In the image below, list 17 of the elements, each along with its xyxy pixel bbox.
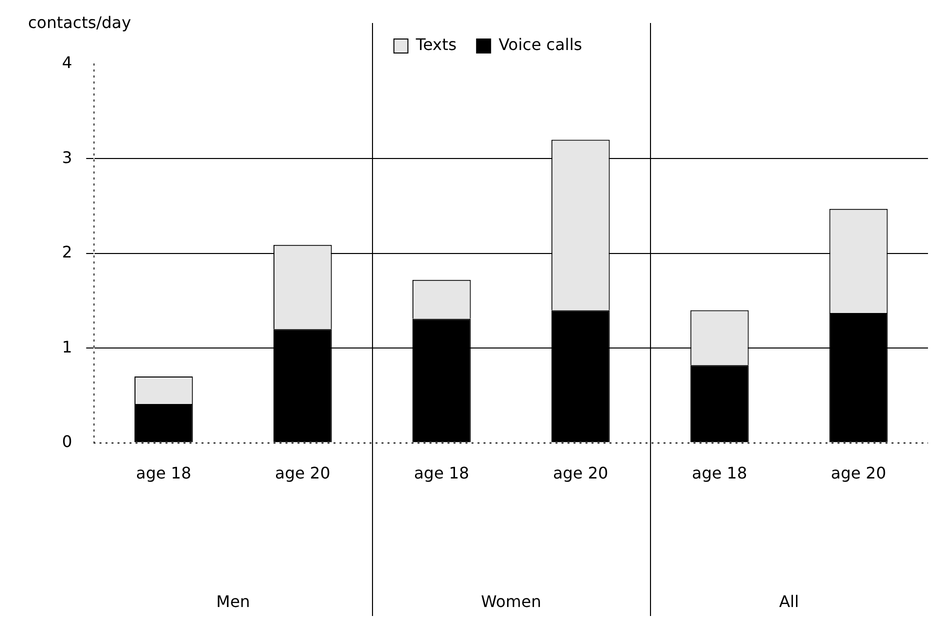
y-tick-label: 2 (62, 242, 72, 262)
x-tick-label: age 20 (552, 464, 608, 483)
legend-label: Voice calls (498, 35, 582, 54)
y-tick-label: 0 (62, 432, 72, 451)
y-axis-title: contacts/day (28, 13, 132, 32)
y-tick-label: 3 (62, 148, 72, 167)
x-tick-label: age 18 (136, 464, 192, 483)
x-tick-label: age 20 (830, 464, 886, 483)
legend-label: Texts (414, 35, 457, 54)
x-tick-label: age 18 (414, 464, 470, 483)
text: Women (480, 592, 542, 612)
text: All (779, 592, 799, 612)
text: Men (216, 592, 250, 612)
x-tick-label: age 18 (692, 464, 748, 483)
y-tick-label: 4 (62, 53, 72, 72)
x-tick-label: age 20 (275, 464, 330, 483)
y-tick-label: 1 (62, 337, 72, 356)
